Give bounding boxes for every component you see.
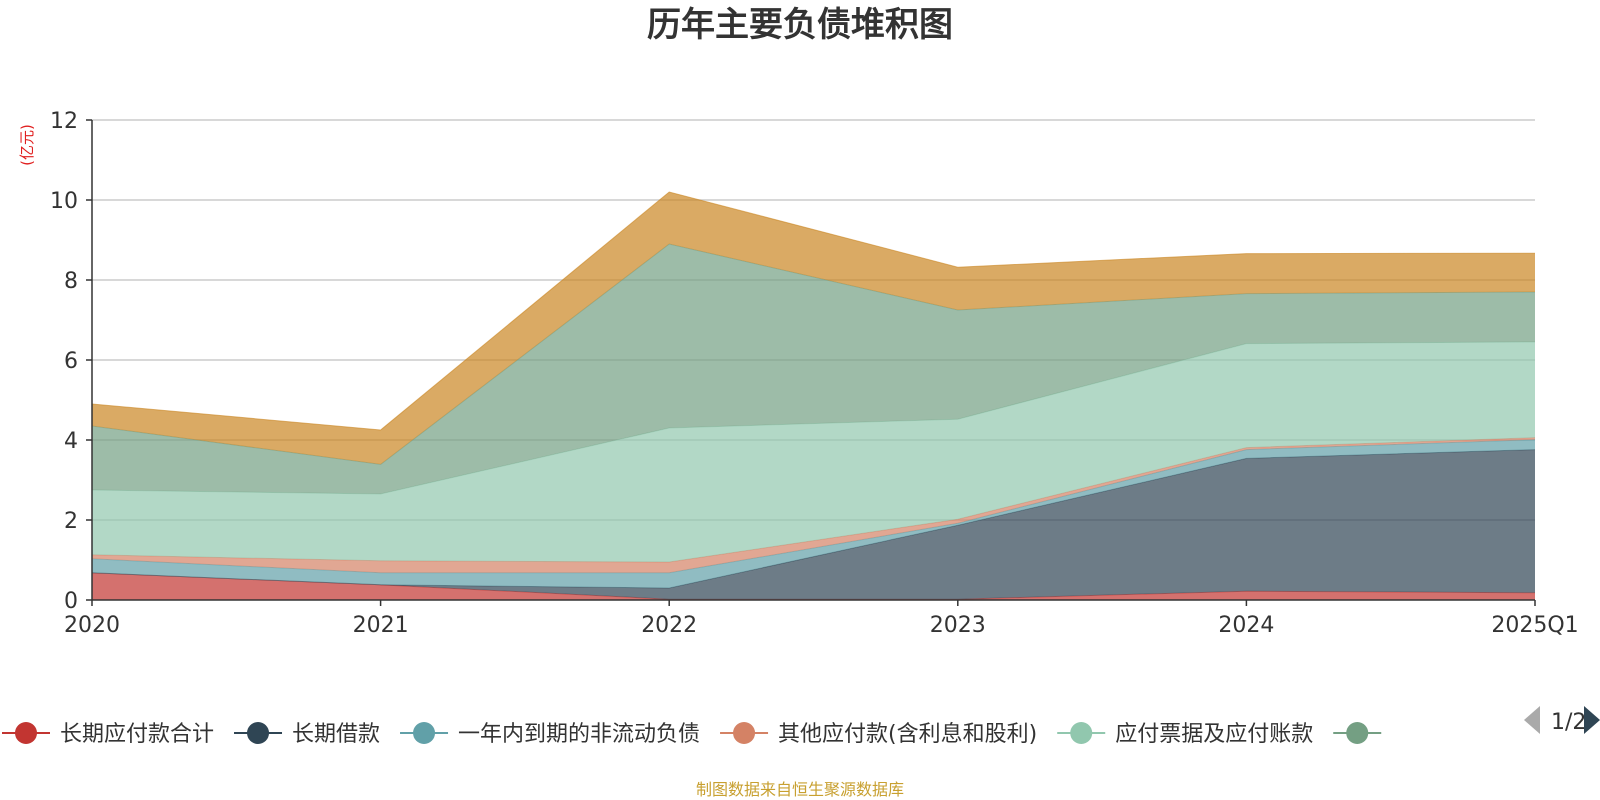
y-tick-label: 4 <box>64 429 78 454</box>
y-tick-label: 6 <box>64 349 78 374</box>
legend-item[interactable]: 长期应付款合计 <box>2 722 214 747</box>
legend-label: 应付票据及应付账款 <box>1115 722 1313 747</box>
legend-item[interactable] <box>1333 722 1382 744</box>
area-series-6[interactable] <box>92 192 1535 465</box>
legend-prev-icon[interactable] <box>1524 706 1540 734</box>
y-tick-label: 2 <box>64 509 78 534</box>
legend-item[interactable]: 一年内到期的非流动负债 <box>400 722 700 747</box>
x-tick-label: 2023 <box>930 613 986 638</box>
y-tick-label: 0 <box>64 589 78 614</box>
y-tick-label: 10 <box>50 189 78 214</box>
area-series-1[interactable] <box>92 449 1535 600</box>
legend-item[interactable]: 长期借款 <box>234 722 380 747</box>
y-axis-unit: (亿元) <box>18 124 36 166</box>
legend-marker <box>247 722 270 744</box>
legend-marker <box>413 722 436 744</box>
x-tick-label: 2022 <box>641 613 697 638</box>
legend-marker <box>15 722 37 744</box>
legend-label: 一年内到期的非流动负债 <box>458 722 700 747</box>
y-tick-label: 8 <box>64 269 78 294</box>
area-line-6 <box>91 191 1536 431</box>
area-series-0[interactable] <box>92 572 1535 600</box>
x-tick-label: 2021 <box>353 613 409 638</box>
legend-label: 长期应付款合计 <box>60 722 214 747</box>
legend-item[interactable]: 其他应付款(含利息和股利) <box>720 722 1037 747</box>
area-series-3[interactable] <box>92 437 1535 573</box>
stacked-areas <box>91 191 1536 600</box>
legend-marker <box>1346 722 1369 744</box>
legend-label: 长期借款 <box>292 722 380 747</box>
area-series-4[interactable] <box>92 342 1535 562</box>
legend-marker <box>1070 722 1093 744</box>
legend-page-indicator: 1/2 <box>1551 710 1586 735</box>
legend-marker <box>733 722 756 744</box>
legend-item[interactable]: 应付票据及应付账款 <box>1057 722 1313 747</box>
legend: 长期应付款合计 长期借款 一年内到期的非流动负债 其他应付款(含利息和股利) 应付票据及… <box>2 722 1382 747</box>
x-tick-label: 2020 <box>64 613 120 638</box>
axes: 0 2 4 6 8 10 12 2020 2021 2022 2023 2024 2025Q1 <box>50 109 1579 638</box>
legend-pager: 1/2 <box>1524 706 1600 735</box>
area-series-2[interactable] <box>92 439 1535 588</box>
legend-label: 其他应付款(含利息和股利) <box>778 722 1037 747</box>
legend-next-icon[interactable] <box>1584 706 1600 734</box>
area-series-5[interactable] <box>92 244 1535 494</box>
data-source-note: 制图数据来自恒生聚源数据库 <box>696 780 904 799</box>
x-tick-label: 2024 <box>1218 613 1274 638</box>
x-tick-label: 2025Q1 <box>1491 613 1578 638</box>
y-tick-label: 12 <box>50 109 78 134</box>
chart-title: 历年主要负债堆积图 <box>647 5 953 45</box>
